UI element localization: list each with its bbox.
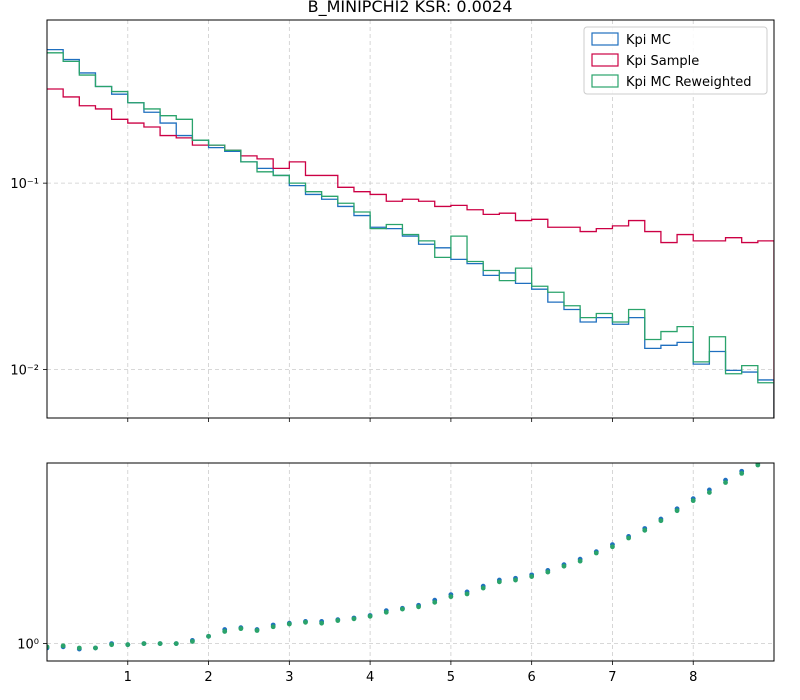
bottom-data (47, 463, 761, 652)
ratio-point-reweighted (222, 629, 228, 634)
bottom-y-tick-label: 10⁰ (17, 638, 39, 653)
ratio-point-reweighted (513, 577, 518, 583)
ratio-point-reweighted (47, 644, 50, 650)
ratio-point-reweighted (319, 620, 325, 626)
ratio-point-reweighted (480, 585, 486, 591)
ratio-point-reweighted (238, 626, 244, 632)
legend-box (583, 26, 768, 95)
ratio-point-reweighted (610, 544, 615, 550)
top-data (47, 49, 774, 418)
ratio-point-reweighted (755, 463, 761, 468)
x-tick-label: 4 (366, 670, 374, 685)
ratio-point-reweighted (93, 645, 98, 651)
ratio-point-reweighted (739, 471, 745, 476)
ratio-point-reweighted (109, 642, 115, 648)
ratio-point-reweighted (545, 569, 551, 575)
top-y-tick-label: 10⁻² (10, 364, 39, 379)
top-axes-frame (46, 19, 775, 419)
x-tick-label: 2 (204, 670, 212, 685)
ratio-point-reweighted (173, 641, 179, 646)
ratio-point-reweighted (383, 609, 389, 615)
bottom-axes-frame (46, 462, 775, 662)
ratio-point-reweighted (642, 527, 648, 533)
ratio-point-reweighted (190, 639, 195, 644)
ratio-point-reweighted (690, 498, 696, 504)
ratio-point-reweighted (60, 643, 66, 649)
ratio-point-reweighted (367, 613, 373, 619)
ratio-point-reweighted (351, 616, 357, 622)
ratio-point-reweighted (416, 604, 421, 610)
ratio-point-reweighted (76, 645, 82, 651)
ratio-point-reweighted (706, 490, 712, 495)
legend-swatch (591, 32, 619, 46)
ratio-point-reweighted (464, 591, 470, 597)
legend-label: Kpi Sample (626, 54, 699, 69)
x-tick-label: 7 (608, 670, 616, 685)
ratio-point-reweighted (529, 574, 535, 579)
ratio-point-reweighted (448, 594, 454, 600)
x-tick-label: 8 (689, 670, 697, 685)
bottom-grid (47, 463, 774, 661)
x-tick-label: 6 (528, 670, 536, 685)
ratio-point-reweighted (270, 624, 276, 630)
ratio-point-reweighted (593, 550, 599, 556)
x-tick-label: 5 (447, 670, 455, 685)
series-line-kpi-mc-reweighted (47, 52, 774, 418)
ratio-point-reweighted (303, 619, 308, 625)
x-tick-label: 1 (124, 670, 132, 685)
ratio-point-reweighted (286, 621, 292, 627)
ratio-point-reweighted (723, 480, 728, 485)
ratio-point-reweighted (561, 563, 567, 569)
ratio-point-reweighted (496, 579, 502, 585)
ratio-point-reweighted (141, 641, 147, 646)
legend: Kpi MC Kpi Sample Kpi MC Reweighted (583, 26, 768, 95)
legend-swatch (591, 53, 619, 67)
legend-label: Kpi MC (626, 33, 671, 48)
top-ticks: 10⁻¹ 10⁻² (10, 177, 694, 422)
ratio-point-reweighted (254, 628, 260, 633)
ratio-point-reweighted (577, 558, 583, 564)
x-tick-label: 3 (285, 670, 293, 685)
ratio-point-reweighted (206, 633, 211, 639)
ratio-point-reweighted (335, 618, 341, 623)
series-line-kpi-sample (47, 88, 774, 418)
bottom-ticks: 1 2 3 4 5 6 7 8 10⁰ (17, 638, 697, 685)
series-line-kpi-mc (47, 49, 774, 418)
ratio-point-reweighted (674, 508, 680, 514)
top-axes: 10⁻¹ 10⁻² (10, 19, 775, 422)
ratio-point-reweighted (658, 518, 664, 524)
legend-label: Kpi MC Reweighted (626, 75, 751, 90)
bottom-axes: 1 2 3 4 5 6 7 8 10⁰ (17, 462, 775, 685)
top-y-tick-label: 10⁻¹ (10, 177, 39, 192)
legend-swatch (591, 74, 619, 88)
ratio-point-reweighted (125, 642, 131, 648)
ratio-point-reweighted (400, 606, 405, 612)
ratio-point-reweighted (157, 641, 163, 646)
ratio-point-reweighted (432, 599, 438, 605)
chart-title: B_MINIPCHI2 KSR: 0.0024 (308, 0, 513, 17)
ratio-point-reweighted (626, 535, 631, 541)
